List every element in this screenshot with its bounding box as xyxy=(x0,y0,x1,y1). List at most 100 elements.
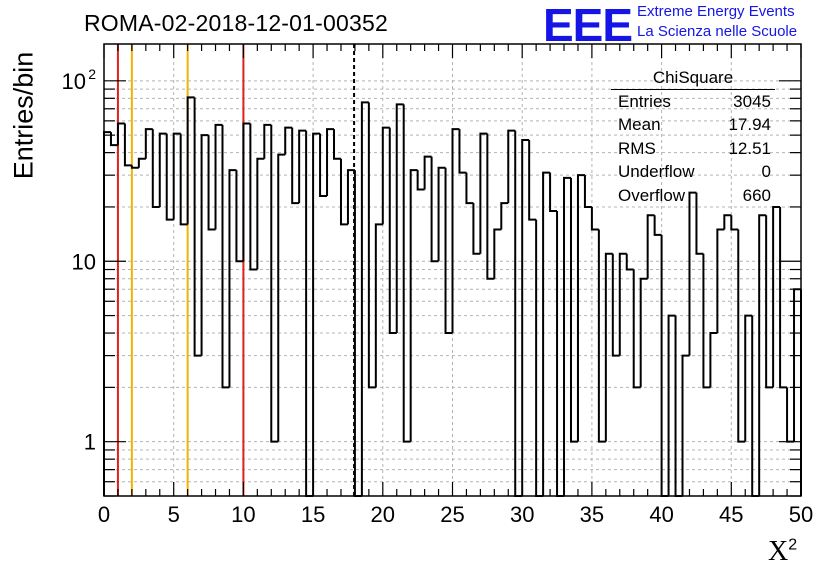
stats-box: ChiSquare Entries 3045 Mean 17.94 RMS 12.51… xyxy=(611,68,776,207)
stats-row: Mean 17.94 xyxy=(611,113,776,136)
histogram-bin xyxy=(765,215,774,389)
histogram-bin xyxy=(395,103,404,334)
axis-ticks xyxy=(103,44,802,497)
histogram-bin xyxy=(346,169,355,225)
x-tick-label: 10 xyxy=(231,502,255,527)
histogram-bin xyxy=(109,132,118,147)
histogram-bin xyxy=(604,252,613,442)
stats-label: Mean xyxy=(618,115,661,135)
stats-value: 17.94 xyxy=(728,115,771,135)
stats-label: RMS xyxy=(618,138,656,158)
histogram-bin xyxy=(277,153,286,442)
stats-value: 0 xyxy=(761,162,771,182)
histogram-bin xyxy=(660,234,669,497)
histogram-bin xyxy=(172,132,181,220)
histogram-bin xyxy=(319,133,328,197)
histogram-bin xyxy=(451,128,460,334)
logo-line-1: Extreme Energy Events xyxy=(637,3,795,20)
histogram-bin xyxy=(500,202,509,230)
stats-value: 12.51 xyxy=(728,138,771,158)
histogram-bin xyxy=(493,228,502,279)
histogram-bin xyxy=(507,129,516,204)
histogram-bin xyxy=(667,314,676,496)
histogram-bin xyxy=(200,134,209,356)
histogram-bin xyxy=(625,253,634,271)
histogram-bin xyxy=(284,126,293,155)
x-tick-label: 40 xyxy=(649,502,673,527)
histogram-bin xyxy=(702,253,711,389)
histogram-bin xyxy=(583,175,592,208)
histogram-bin xyxy=(381,126,390,225)
stats-row: Underflow 0 xyxy=(611,160,776,183)
x-axis-label-sup: 2 xyxy=(788,536,798,554)
histogram-bin xyxy=(388,127,397,335)
histogram-bin xyxy=(444,167,453,335)
histogram-bin xyxy=(207,135,216,231)
histogram-bin xyxy=(549,172,558,212)
stats-value: 3045 xyxy=(733,92,771,111)
histogram-bin xyxy=(402,104,411,443)
histogram-bin xyxy=(360,101,369,496)
eee-logo: EEE xyxy=(543,0,633,51)
histogram-bin xyxy=(563,176,571,496)
histogram-bin xyxy=(646,214,655,279)
histogram-bin xyxy=(416,170,425,191)
histogram-bin xyxy=(270,124,279,443)
stats-row: Entries 3045 xyxy=(611,90,776,113)
histogram-bin xyxy=(772,205,781,388)
histogram-bin xyxy=(758,214,767,496)
histogram-bin xyxy=(186,96,195,225)
histogram-bin xyxy=(116,122,125,146)
stats-label: Entries xyxy=(618,92,671,111)
stats-label: Overflow xyxy=(618,185,686,205)
x-axis-label: X2 xyxy=(768,536,797,568)
histogram-bin xyxy=(542,171,551,496)
histogram-bin xyxy=(221,124,230,389)
y-tick-label-sup: 2 xyxy=(88,66,96,82)
histogram-bin xyxy=(793,288,801,442)
histogram-bin xyxy=(709,332,718,388)
histogram-bin xyxy=(556,210,565,497)
stats-value: 660 xyxy=(742,185,771,205)
histogram-bin xyxy=(326,128,335,196)
x-axis-label-base: X xyxy=(768,536,789,567)
stats-row: RMS 12.51 xyxy=(611,137,776,160)
histogram-bin xyxy=(681,354,690,496)
histogram-bin xyxy=(242,122,251,262)
y-tick-label: 10 xyxy=(62,69,86,94)
histogram-bin xyxy=(458,129,467,174)
histogram-bin xyxy=(151,129,160,208)
histogram-bin xyxy=(688,191,697,356)
histogram-bin xyxy=(569,177,578,443)
x-tick-label: 15 xyxy=(301,502,325,527)
histogram-bin xyxy=(716,228,725,334)
plot-title: ROMA-02-2018-12-01-00352 xyxy=(84,10,388,36)
logo-line-2: La Scienza nelle Scuole xyxy=(637,23,798,40)
histogram-bin xyxy=(723,214,732,230)
histogram-bin xyxy=(695,192,704,255)
histogram-bin xyxy=(235,170,244,263)
histogram-bin xyxy=(611,253,620,357)
x-tick-label: 30 xyxy=(510,502,534,527)
histogram-bin xyxy=(263,123,272,159)
y-tick-label: 10 xyxy=(72,249,96,274)
histogram-bin xyxy=(409,169,418,442)
histogram-bin xyxy=(653,215,662,236)
y-axis-label: Entries/bin xyxy=(8,51,39,180)
histogram-bin xyxy=(193,97,202,357)
histogram-bin xyxy=(465,172,474,205)
histogram-bin xyxy=(576,174,585,442)
histogram-bin xyxy=(333,129,341,160)
histogram-bin xyxy=(437,166,446,262)
histogram-bin xyxy=(730,215,739,231)
histogram-bin xyxy=(632,269,641,389)
histogram-bin xyxy=(528,139,537,221)
histogram-bin xyxy=(639,277,648,388)
stats-row: Overflow 660 xyxy=(611,184,776,207)
histogram-bin xyxy=(312,132,321,496)
histogram-bin xyxy=(597,229,606,443)
histogram-bin xyxy=(486,133,495,280)
histogram-bin xyxy=(339,158,348,226)
